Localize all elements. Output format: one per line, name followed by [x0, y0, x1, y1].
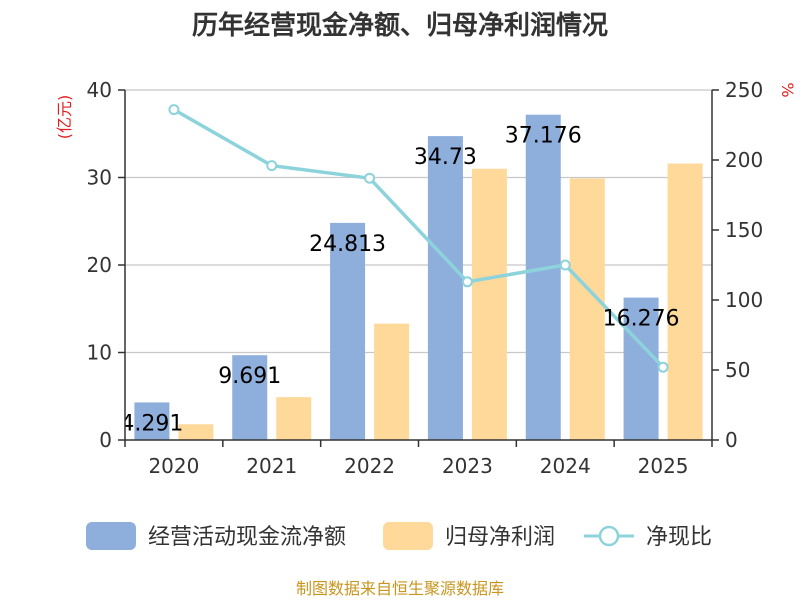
data-label: 9.691	[218, 364, 281, 389]
bar[interactable]	[427, 136, 463, 441]
right-tick-label: 200	[725, 148, 763, 172]
bar[interactable]	[232, 355, 268, 440]
legend-item[interactable]: 归母净利润	[383, 522, 555, 550]
bar[interactable]	[667, 163, 703, 441]
line-point[interactable]	[461, 276, 473, 288]
bar[interactable]	[374, 323, 410, 440]
legend-swatch	[383, 522, 433, 550]
gridlines	[125, 89, 712, 354]
data-label: 16.276	[603, 307, 680, 332]
line-path	[173, 108, 665, 369]
legend-label: 净现比	[646, 525, 712, 550]
legend-item[interactable]: 经营活动现金流净额	[86, 522, 346, 550]
bar[interactable]	[330, 222, 366, 440]
line-point[interactable]	[364, 172, 376, 184]
chart-title: 历年经营现金净额、归母净利润情况	[192, 10, 608, 41]
right-tick-label: 100	[725, 288, 763, 312]
x-tick-label: 2023	[442, 454, 493, 478]
x-tick-label: 2025	[638, 454, 689, 478]
bar-series	[134, 114, 703, 441]
left-tick-label: 30	[87, 166, 112, 190]
left-tick-label: 20	[87, 253, 112, 277]
legend-label: 经营活动现金流净额	[148, 525, 346, 550]
x-tick-label: 2021	[246, 454, 297, 478]
line-point[interactable]	[559, 259, 571, 271]
line-point[interactable]	[266, 160, 278, 172]
bar[interactable]	[471, 168, 507, 440]
right-tick-label: 150	[725, 218, 763, 242]
bar[interactable]	[276, 397, 312, 440]
line-point[interactable]	[657, 361, 669, 373]
line-point[interactable]	[168, 104, 180, 116]
data-label: 34.73	[414, 145, 477, 170]
right-tick-label: 50	[725, 358, 750, 382]
bar[interactable]	[623, 297, 659, 440]
left-tick-label: 0	[99, 428, 112, 452]
data-label: 4.291	[120, 411, 183, 436]
legend[interactable]: 经营活动现金流净额 归母净利润 净现比	[86, 522, 712, 550]
x-tick-label: 2020	[148, 454, 199, 478]
left-tick-label: 40	[87, 78, 112, 102]
legend-label: 归母净利润	[445, 525, 555, 550]
bar[interactable]	[134, 402, 170, 440]
data-labels: 4.291 9.691 24.813 34.73 37.176 16.276	[120, 124, 680, 437]
x-tick-label: 2024	[540, 454, 591, 478]
data-label: 24.813	[309, 232, 386, 257]
bar[interactable]	[569, 178, 605, 440]
bar[interactable]	[525, 114, 561, 441]
right-tick-label: 0	[725, 428, 738, 452]
left-axis-unit: (亿元)	[55, 95, 74, 140]
x-tick-label: 2022	[344, 454, 395, 478]
line-series	[168, 104, 669, 373]
data-label: 37.176	[505, 124, 582, 149]
legend-swatch	[86, 522, 136, 550]
right-tick-label: 250	[725, 78, 763, 102]
legend-marker	[598, 525, 620, 547]
axes: 0 10 20 30 40 0 50 100 150 200 250 2020 2021 2022 2023…	[87, 78, 764, 478]
right-axis-unit: %	[778, 82, 797, 97]
left-tick-label: 10	[87, 341, 112, 365]
legend-item[interactable]: 净现比	[584, 525, 712, 550]
bar[interactable]	[178, 424, 214, 440]
source-note: 制图数据来自恒生聚源数据库	[296, 579, 504, 598]
